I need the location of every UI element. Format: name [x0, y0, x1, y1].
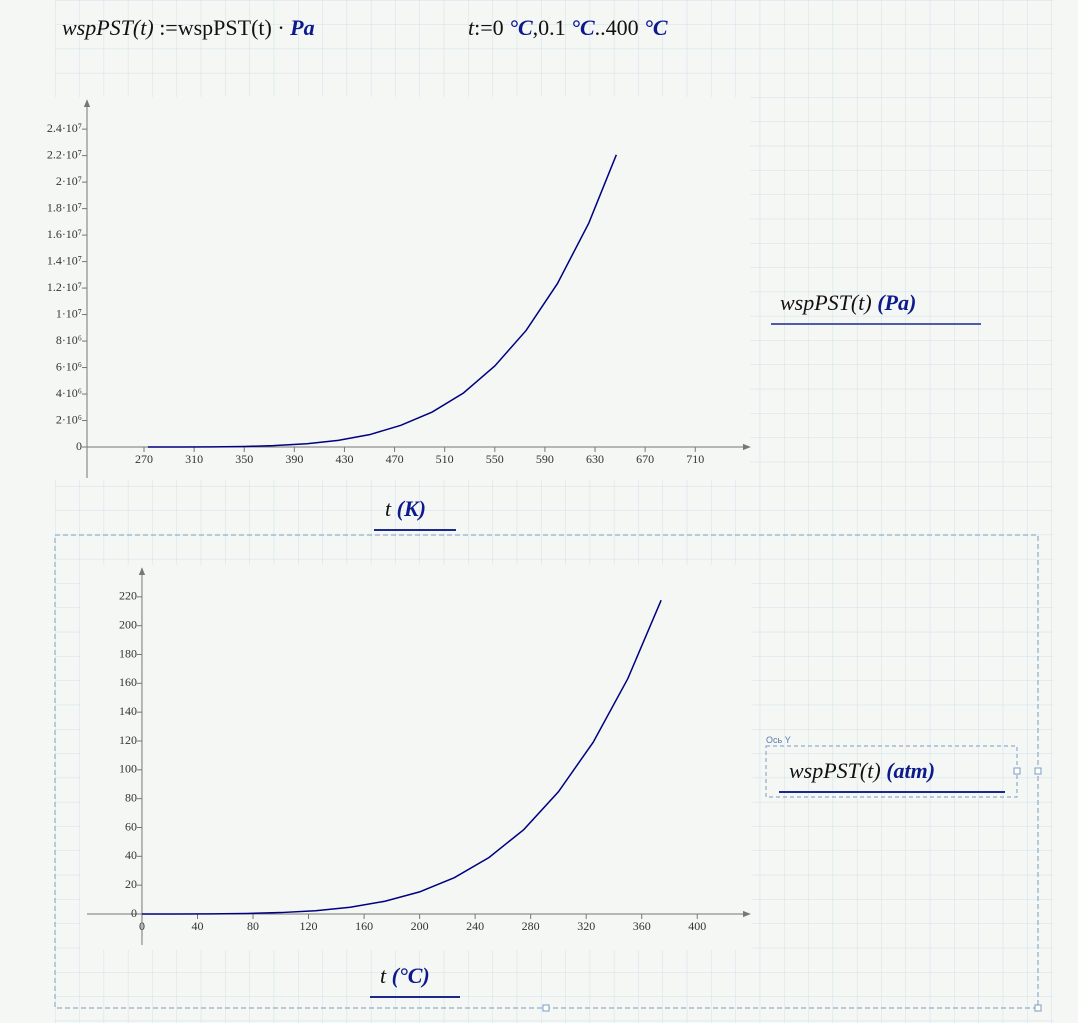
- formula[interactable]: t:=0 °C,0.1 °C..400 °C: [468, 15, 668, 40]
- formula[interactable]: wspPST(t) :=wspPST(t) · Pa: [62, 15, 315, 40]
- x-unit: (°C): [392, 963, 430, 988]
- unit: °C: [644, 15, 668, 40]
- x-tick-label: 0: [139, 919, 145, 933]
- y-unit: (Pa): [877, 290, 916, 315]
- arg: (t): [133, 15, 154, 40]
- y-tick-label: 0: [131, 906, 137, 920]
- handle[interactable]: [1013, 767, 1021, 775]
- op: ..: [595, 15, 606, 40]
- y-tick-label: 2·10⁶: [56, 412, 82, 426]
- plot-area: [80, 565, 752, 950]
- x-tick-label: 510: [436, 452, 454, 466]
- y-tick-label: 4·10⁶: [56, 386, 82, 400]
- y-tick-label: 0: [76, 439, 82, 453]
- y-tick-label: 2·10⁷: [56, 174, 82, 188]
- x-tick-label: 590: [536, 452, 554, 466]
- y-tick-label: 200: [119, 617, 137, 631]
- y-tick-label: 1.8·10⁷: [47, 200, 82, 214]
- y-label: wspPST(t): [789, 758, 881, 783]
- x-tick-label: 240: [466, 919, 484, 933]
- x-tick-label: 430: [335, 452, 353, 466]
- y-tick-label: 2.2·10⁷: [47, 147, 82, 161]
- x-axis-label[interactable]: t (K): [385, 496, 426, 521]
- x-tick-label: 550: [486, 452, 504, 466]
- x-tick-label: 40: [192, 919, 204, 933]
- x-tick-label: 360: [633, 919, 651, 933]
- y-tick-label: 180: [119, 646, 137, 660]
- x-tick-label: 310: [185, 452, 203, 466]
- y-tick-label: 1·10⁷: [56, 306, 82, 320]
- unit: °C: [509, 15, 533, 40]
- x-tick-label: 400: [688, 919, 706, 933]
- y-label: wspPST(t): [780, 290, 872, 315]
- x-tick-label: 160: [355, 919, 373, 933]
- x-label: t: [380, 963, 387, 988]
- y-tick-label: 2.4·10⁷: [47, 121, 82, 135]
- x-tick-label: 390: [285, 452, 303, 466]
- y-tick-label: 120: [119, 733, 137, 747]
- y-axis-label[interactable]: wspPST(t) (atm): [789, 758, 935, 783]
- x-unit: (K): [397, 496, 426, 521]
- x-tick-label: 320: [577, 919, 595, 933]
- y-tick-label: 20: [125, 877, 137, 891]
- y-tick-label: 80: [125, 790, 137, 804]
- handle[interactable]: [1034, 767, 1042, 775]
- y-tick-label: 40: [125, 848, 137, 862]
- y-unit: (atm): [886, 758, 935, 783]
- x-tick-label: 80: [247, 919, 259, 933]
- x-tick-label: 670: [636, 452, 654, 466]
- x-tick-label: 630: [586, 452, 604, 466]
- y-axis-label[interactable]: wspPST(t) (Pa): [780, 290, 916, 315]
- y-tick-label: 160: [119, 675, 137, 689]
- op: ·: [277, 15, 284, 40]
- y-tick-label: 6·10⁶: [56, 359, 82, 373]
- x-tick-label: 350: [235, 452, 253, 466]
- unit: °C: [571, 15, 595, 40]
- y-tick-label: 1.4·10⁷: [47, 253, 82, 267]
- op: :=: [474, 15, 493, 40]
- num: 400: [606, 15, 639, 40]
- curve: [141, 599, 662, 915]
- curve: [147, 154, 618, 448]
- y-tick-label: 1.2·10⁷: [47, 280, 82, 294]
- fn: wspPST: [62, 15, 135, 40]
- x-tick-label: 270: [135, 452, 153, 466]
- handle[interactable]: [1034, 1004, 1042, 1012]
- x-tick-label: 470: [386, 452, 404, 466]
- fn: wspPST: [178, 15, 252, 40]
- x-tick-label: 120: [300, 919, 318, 933]
- x-tick-label: 280: [522, 919, 540, 933]
- y-tick-label: 60: [125, 819, 137, 833]
- num: 0.1: [538, 15, 566, 40]
- x-label: t: [385, 496, 392, 521]
- y-tick-label: 140: [119, 704, 137, 718]
- y-tick-label: 8·10⁶: [56, 333, 82, 347]
- op: :=: [159, 15, 178, 40]
- plot-area: [55, 97, 750, 480]
- sep: ,: [533, 15, 539, 40]
- y-tick-label: 220: [119, 589, 137, 603]
- handle[interactable]: [542, 1004, 550, 1012]
- y-tick-label: 1.6·10⁷: [47, 227, 82, 241]
- unit: Pa: [289, 15, 314, 40]
- x-tick-label: 710: [686, 452, 704, 466]
- num: 0: [493, 15, 504, 40]
- y-tick-label: 100: [119, 762, 137, 776]
- arg: (t): [251, 15, 272, 40]
- var: t: [468, 15, 475, 40]
- x-axis-label[interactable]: t (°C): [380, 963, 430, 988]
- axis-caption: Ось Y: [766, 735, 791, 745]
- x-tick-label: 200: [411, 919, 429, 933]
